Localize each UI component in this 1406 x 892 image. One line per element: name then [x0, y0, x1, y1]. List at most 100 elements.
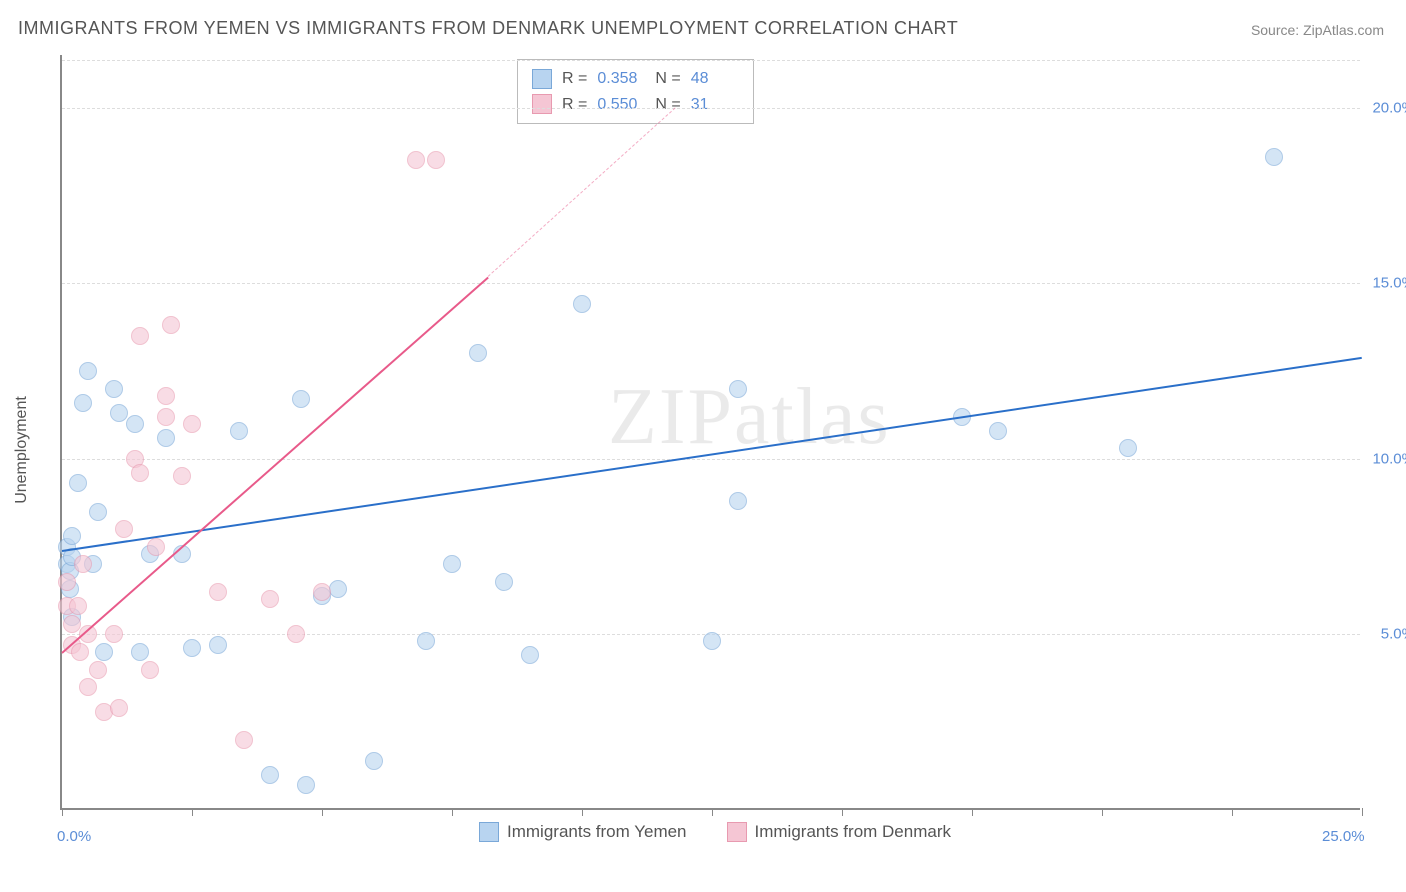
data-point	[521, 646, 539, 664]
y-tick-label: 5.0%	[1365, 626, 1406, 643]
y-axis-label: Unemployment	[13, 396, 31, 504]
data-point	[115, 520, 133, 538]
data-point	[58, 573, 76, 591]
plot-area: ZIPatlas R =0.358N =48R =0.550N =31 5.0%…	[60, 55, 1360, 810]
data-point	[287, 625, 305, 643]
gridline	[62, 283, 1360, 284]
legend-swatch	[727, 822, 747, 842]
x-tick-label: 0.0%	[57, 828, 91, 845]
data-point	[131, 327, 149, 345]
data-point	[89, 661, 107, 679]
x-tick-label: 25.0%	[1322, 828, 1365, 845]
data-point	[63, 527, 81, 545]
legend-label: Immigrants from Yemen	[507, 822, 687, 842]
legend-label: Immigrants from Denmark	[755, 822, 951, 842]
data-point	[79, 362, 97, 380]
data-point	[469, 344, 487, 362]
legend-swatch	[532, 69, 552, 89]
data-point	[292, 390, 310, 408]
x-tick	[1362, 808, 1363, 816]
x-tick	[972, 808, 973, 816]
data-point	[110, 699, 128, 717]
y-tick-label: 10.0%	[1365, 450, 1406, 467]
gridline	[62, 108, 1360, 109]
data-point	[105, 625, 123, 643]
data-point	[79, 678, 97, 696]
data-point	[1119, 439, 1137, 457]
data-point	[261, 766, 279, 784]
x-tick	[452, 808, 453, 816]
x-tick	[582, 808, 583, 816]
series-legend: Immigrants from Yemen Immigrants from Den…	[479, 822, 951, 842]
x-tick	[712, 808, 713, 816]
x-tick	[1102, 808, 1103, 816]
data-point	[313, 583, 331, 601]
n-value: 31	[691, 92, 739, 118]
legend-item: Immigrants from Denmark	[727, 822, 951, 842]
legend-swatch	[479, 822, 499, 842]
data-point	[69, 597, 87, 615]
source-attribution: Source: ZipAtlas.com	[1251, 22, 1384, 38]
trend-line-extension	[488, 108, 676, 277]
data-point	[95, 643, 113, 661]
data-point	[131, 464, 149, 482]
data-point	[1265, 148, 1283, 166]
data-point	[329, 580, 347, 598]
data-point	[74, 394, 92, 412]
r-label: R =	[562, 92, 587, 118]
data-point	[703, 632, 721, 650]
data-point	[162, 316, 180, 334]
y-tick-label: 15.0%	[1365, 275, 1406, 292]
data-point	[74, 555, 92, 573]
data-point	[141, 661, 159, 679]
x-tick	[1232, 808, 1233, 816]
data-point	[209, 583, 227, 601]
data-point	[443, 555, 461, 573]
data-point	[157, 387, 175, 405]
r-value: 0.550	[597, 92, 645, 118]
data-point	[495, 573, 513, 591]
data-point	[407, 151, 425, 169]
chart-container: Unemployment ZIPatlas R =0.358N =48R =0.…	[50, 55, 1380, 845]
gridline	[62, 459, 1360, 460]
n-label: N =	[655, 66, 680, 92]
data-point	[209, 636, 227, 654]
data-point	[89, 503, 107, 521]
stats-row: R =0.550N =31	[532, 92, 739, 118]
data-point	[183, 639, 201, 657]
legend-item: Immigrants from Yemen	[479, 822, 687, 842]
data-point	[729, 380, 747, 398]
r-value: 0.358	[597, 66, 645, 92]
data-point	[235, 731, 253, 749]
data-point	[427, 151, 445, 169]
r-label: R =	[562, 66, 587, 92]
gridline	[62, 60, 1360, 61]
data-point	[147, 538, 165, 556]
data-point	[71, 643, 89, 661]
data-point	[157, 429, 175, 447]
data-point	[173, 467, 191, 485]
data-point	[157, 408, 175, 426]
data-point	[131, 643, 149, 661]
data-point	[69, 474, 87, 492]
x-tick	[322, 808, 323, 816]
stats-row: R = 0.358 N = 48	[532, 66, 739, 92]
x-tick	[842, 808, 843, 816]
trend-line	[62, 357, 1362, 552]
data-point	[989, 422, 1007, 440]
correlation-stats-box: R = 0.358 N = 48R = 0.550 N = 31	[517, 59, 754, 124]
data-point	[573, 295, 591, 313]
data-point	[230, 422, 248, 440]
data-point	[729, 492, 747, 510]
y-tick-label: 20.0%	[1365, 99, 1406, 116]
legend-swatch	[532, 94, 552, 114]
data-point	[417, 632, 435, 650]
data-point	[297, 776, 315, 794]
data-point	[126, 415, 144, 433]
x-tick	[192, 808, 193, 816]
data-point	[365, 752, 383, 770]
n-value: 48	[691, 66, 739, 92]
x-tick	[62, 808, 63, 816]
data-point	[261, 590, 279, 608]
data-point	[105, 380, 123, 398]
